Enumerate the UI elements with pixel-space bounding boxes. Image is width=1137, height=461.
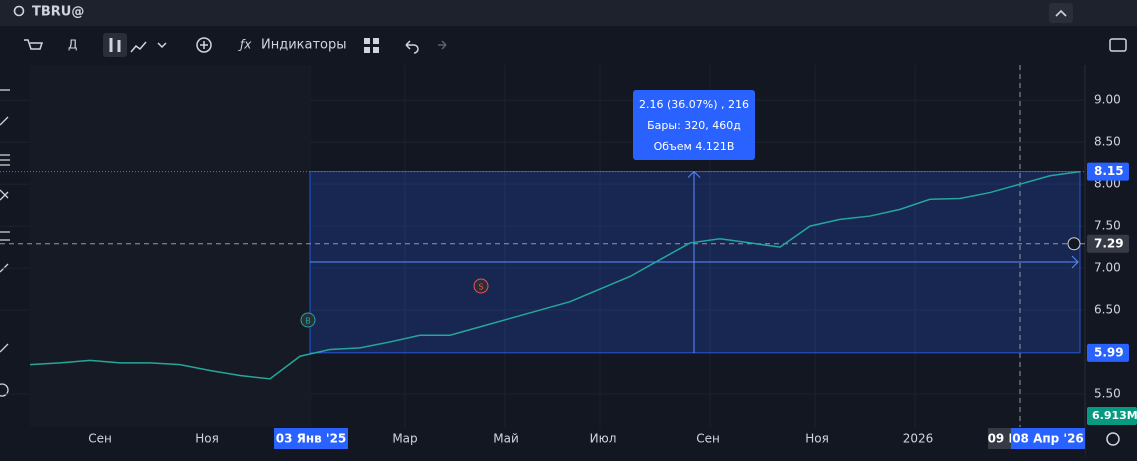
- x-label-highlight: [274, 428, 348, 449]
- y-tick-label: 7.00: [1094, 261, 1121, 275]
- x-tick-label: 2026: [903, 432, 934, 446]
- interval-button[interactable]: Д: [68, 38, 77, 52]
- collapse-icon: [1055, 9, 1067, 17]
- search-icon: [13, 5, 25, 17]
- measure-arrow: [687, 170, 701, 178]
- tooltip-line: Объем 4.121B: [654, 140, 735, 153]
- x-tick-label: 08 Апр '26: [1012, 432, 1084, 446]
- candles-button[interactable]: [103, 33, 127, 57]
- y-tick-label: 7.50: [1094, 219, 1121, 233]
- cart-icon[interactable]: [24, 39, 44, 50]
- tool-fib[interactable]: [0, 154, 10, 166]
- tool-trend[interactable]: [0, 116, 9, 126]
- y-tick-label: 5.50: [1094, 386, 1121, 400]
- symbol[interactable]: TBRU@: [32, 5, 84, 20]
- pre-range-shade: [30, 65, 310, 427]
- search-bar: [0, 0, 1137, 26]
- x-tick-label: 03 Янв '25: [276, 432, 347, 446]
- time-axis: [0, 427, 1085, 457]
- candles-icon: [109, 38, 121, 52]
- price-badge-label: 5.99: [1094, 345, 1124, 359]
- tool-predict[interactable]: [0, 231, 10, 241]
- price-badge: [1087, 234, 1129, 253]
- x-tick-label: Ноя: [805, 432, 829, 446]
- measure-arrow-h: [1071, 255, 1079, 269]
- fx-icon[interactable]: ƒx: [238, 38, 252, 52]
- tool-ruler[interactable]: [0, 343, 9, 353]
- x-label-highlight: [1011, 428, 1085, 449]
- undo-icon[interactable]: [405, 40, 419, 54]
- layouts-icon[interactable]: [364, 38, 379, 53]
- price-badge-label: 8.15: [1094, 164, 1124, 178]
- y-tick-label: 6.50: [1094, 303, 1121, 317]
- y-tick-label: 9.00: [1094, 93, 1121, 107]
- tool-pattern[interactable]: [0, 189, 9, 201]
- trade-marker-label: S: [478, 283, 483, 292]
- tooltip-line: 2.16 (36.07%) , 216: [639, 98, 749, 111]
- add-icon[interactable]: [196, 37, 212, 53]
- volume-badge: [1087, 407, 1137, 425]
- x-tick-label: Май: [493, 432, 519, 446]
- camera-icon[interactable]: [1109, 38, 1127, 52]
- x-tick-label: Июл: [590, 432, 617, 446]
- redo-icon[interactable]: [438, 40, 447, 50]
- indicators-button[interactable]: Индикаторы: [261, 38, 347, 53]
- x-tick-label: Ноя: [195, 432, 219, 446]
- x-tick-label: Сен: [88, 432, 112, 446]
- dropdown-icon[interactable]: [157, 42, 167, 49]
- trade-marker-label: B: [305, 317, 311, 326]
- crosshair-plus: [1067, 237, 1081, 251]
- volume-label: 6.913M: [1092, 409, 1137, 422]
- tooltip: [633, 90, 755, 160]
- collapse-button[interactable]: [1049, 3, 1073, 23]
- price-badge-label: 7.29: [1094, 236, 1124, 250]
- toolbar: [0, 26, 1137, 65]
- price-badge: [1087, 162, 1129, 181]
- settings-icon[interactable]: [1106, 432, 1120, 446]
- trade-marker: [473, 278, 489, 294]
- area-icon[interactable]: [130, 41, 147, 53]
- x-tick-label: Сен: [696, 432, 720, 446]
- y-tick-label: 8.50: [1094, 135, 1121, 149]
- x-tick-label: Мар: [392, 432, 417, 446]
- price-line: [29, 170, 1081, 380]
- add-plus: [200, 41, 208, 49]
- price-badge: [1087, 343, 1129, 362]
- trade-marker: [300, 312, 316, 328]
- tooltip-line: Бары: 320, 460д: [647, 119, 741, 132]
- left-tools: [0, 89, 10, 397]
- tool-zoom[interactable]: [0, 383, 9, 397]
